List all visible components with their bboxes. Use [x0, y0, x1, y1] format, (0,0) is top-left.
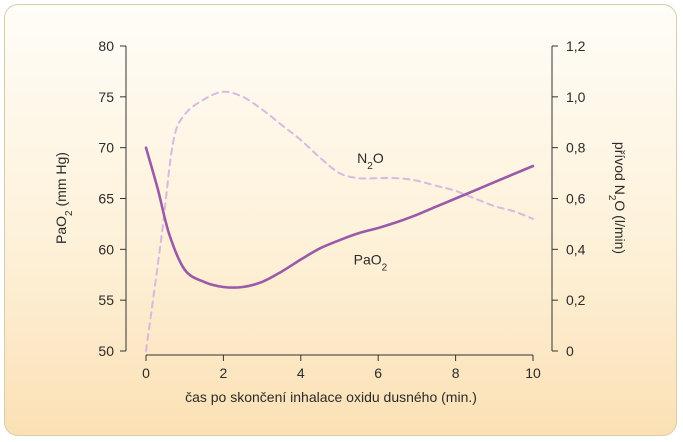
y-right-tick-label: 1,0 — [566, 89, 586, 105]
x-tick-label: 2 — [220, 365, 228, 381]
y-right-tick-label: 0,8 — [566, 140, 586, 156]
y-axis-label-left: PaO2 (mm Hg) — [53, 152, 75, 244]
x-tick-label: 0 — [142, 365, 150, 381]
x-tick-label: 4 — [297, 365, 305, 381]
y-axis-label-right: přívod N2O (l/min) — [607, 142, 629, 254]
y-left-tick-label: 65 — [98, 191, 114, 207]
y-left-tick-label: 60 — [98, 241, 114, 257]
x-tick-label: 10 — [525, 365, 541, 381]
y-left-tick-label: 70 — [98, 140, 114, 156]
y-right-tick-label: 0,2 — [566, 292, 586, 308]
x-tick-label: 8 — [452, 365, 460, 381]
x-tick-label: 6 — [374, 365, 382, 381]
y-right-tick-label: 0,6 — [566, 191, 586, 207]
y-right-tick-label: 1,2 — [566, 38, 586, 54]
y-left-tick-label: 55 — [98, 292, 114, 308]
series-line-n2o — [145, 90, 534, 352]
series-label-n2o: N2O — [357, 150, 384, 172]
y-left-tick-label: 50 — [98, 343, 114, 359]
axes: 50 55 60 65 70 75 80 0 0,2 0,4 0,6 0,8 1,0 1,2 0 2 4 6 8 10 — [98, 38, 585, 381]
y-right-tick-label: 0,4 — [566, 241, 586, 257]
x-axis-label: čas po skončení inhalace oxidu dusného (… — [185, 389, 477, 405]
series-label-pao2: PaO2 — [354, 252, 388, 274]
y-left-tick-label: 80 — [98, 38, 114, 54]
y-left-tick-label: 75 — [98, 89, 114, 105]
series-line-pao2 — [144, 146, 535, 289]
y-right-tick-label: 0 — [566, 343, 574, 359]
series-layer — [144, 90, 535, 352]
chart-frame — [4, 4, 677, 436]
annotations: N2O PaO2 — [354, 150, 388, 273]
